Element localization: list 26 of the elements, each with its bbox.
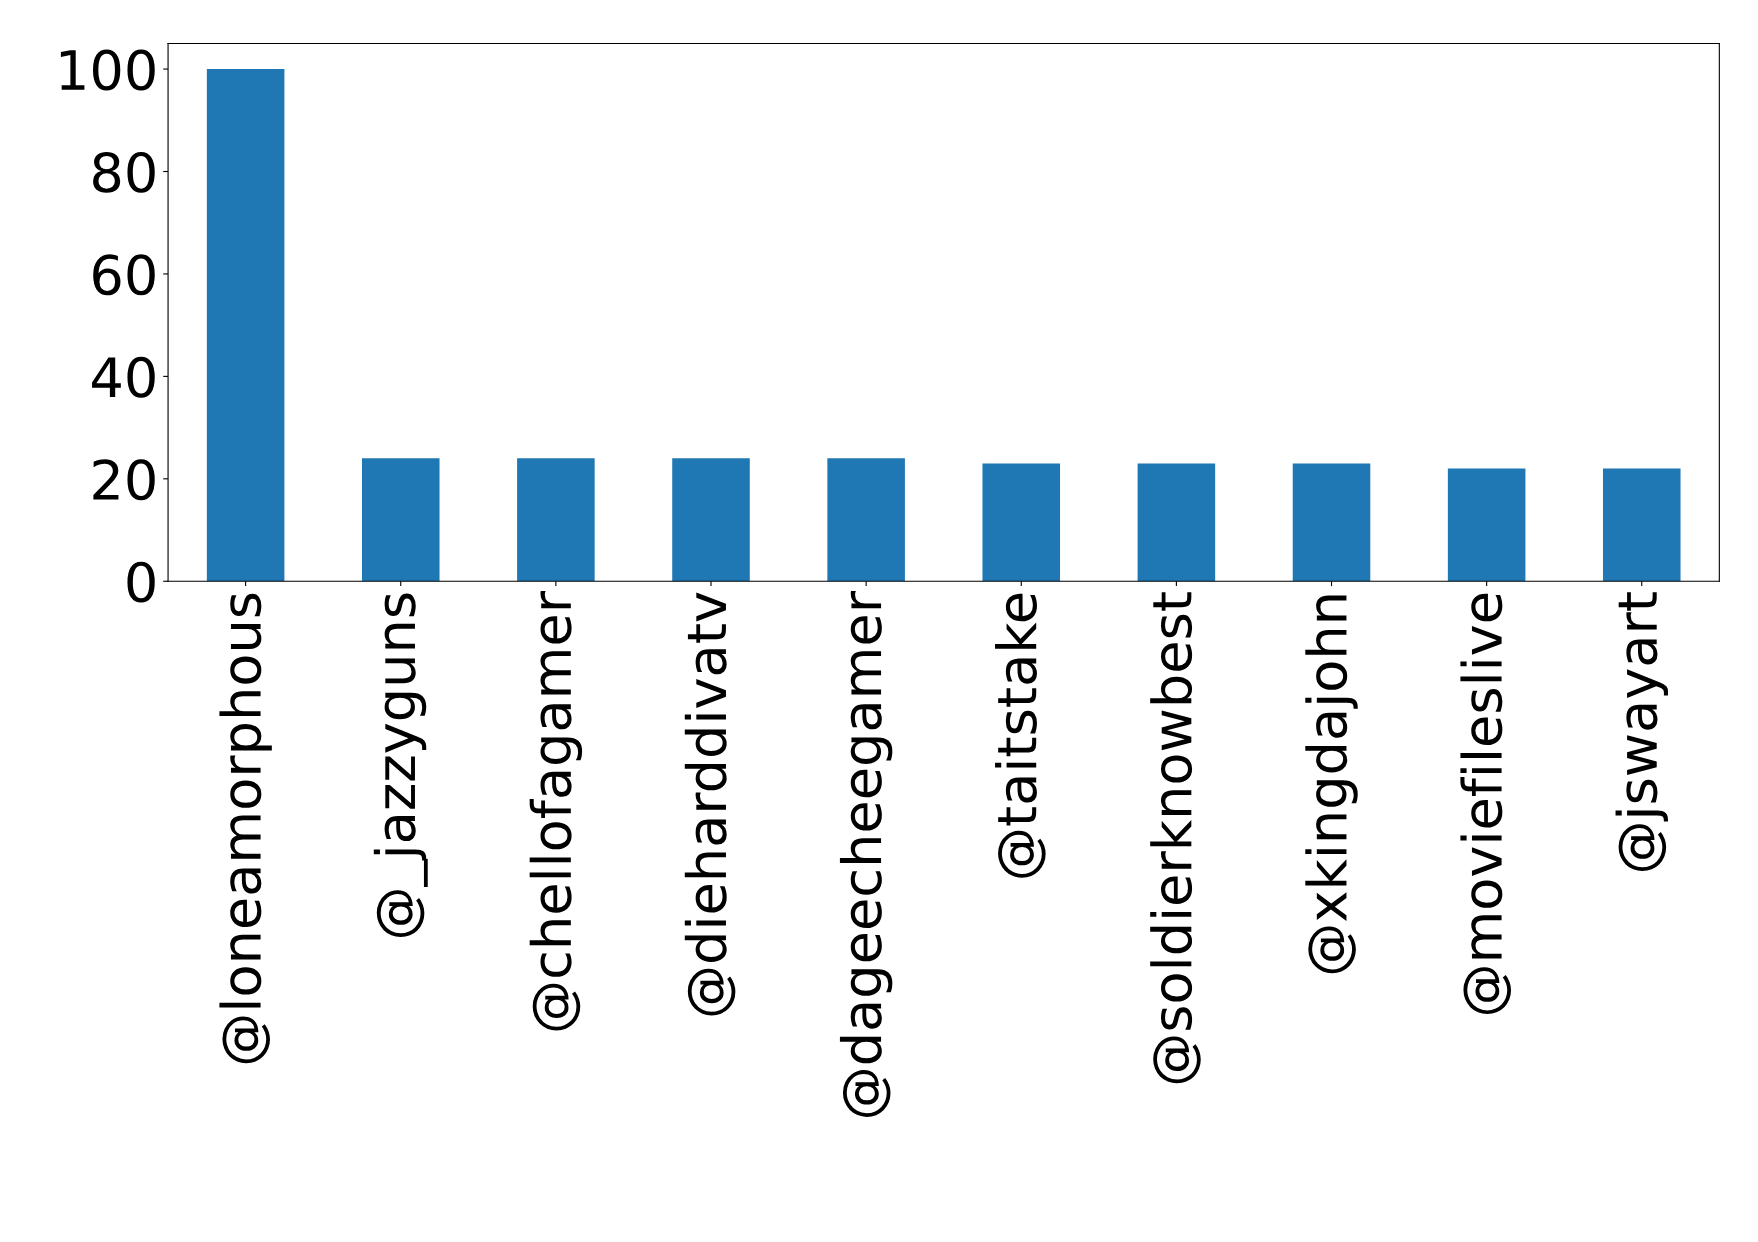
y-tick-label: 40	[92, 356, 155, 398]
bar	[1602, 468, 1681, 582]
x-tick-label: @loneamorphous	[219, 593, 272, 1064]
x-tick-label: @dieharddivatv	[684, 592, 736, 1016]
x-tick-label: @xkingdajohn	[1305, 595, 1358, 974]
bar	[1447, 468, 1526, 582]
y-tick-label: 100	[60, 49, 155, 91]
x-tick-label: @moviefileslive	[1460, 593, 1511, 1015]
y-tick-label: 20	[93, 459, 155, 501]
bar	[361, 458, 440, 582]
bar	[517, 458, 595, 582]
bar	[1137, 463, 1216, 582]
bar	[982, 463, 1061, 582]
x-tick-label: @dageecheegamer	[839, 591, 893, 1117]
x-tick-label: @soldierknowbest	[1150, 592, 1201, 1084]
bar	[1292, 463, 1371, 582]
y-tick-label: 60	[93, 254, 155, 296]
x-tick-label: @taitstake	[995, 593, 1046, 878]
bar	[206, 69, 285, 582]
y-tick-label: 80	[93, 151, 155, 193]
y-tick-label: 0	[127, 561, 155, 603]
bar	[827, 458, 905, 582]
x-tick-label: @chellofagamer	[529, 590, 583, 1031]
bar	[672, 458, 750, 582]
x-tick-label: @jswayart	[1615, 592, 1668, 872]
x-tick-label: @_jazzyguns	[373, 593, 428, 938]
